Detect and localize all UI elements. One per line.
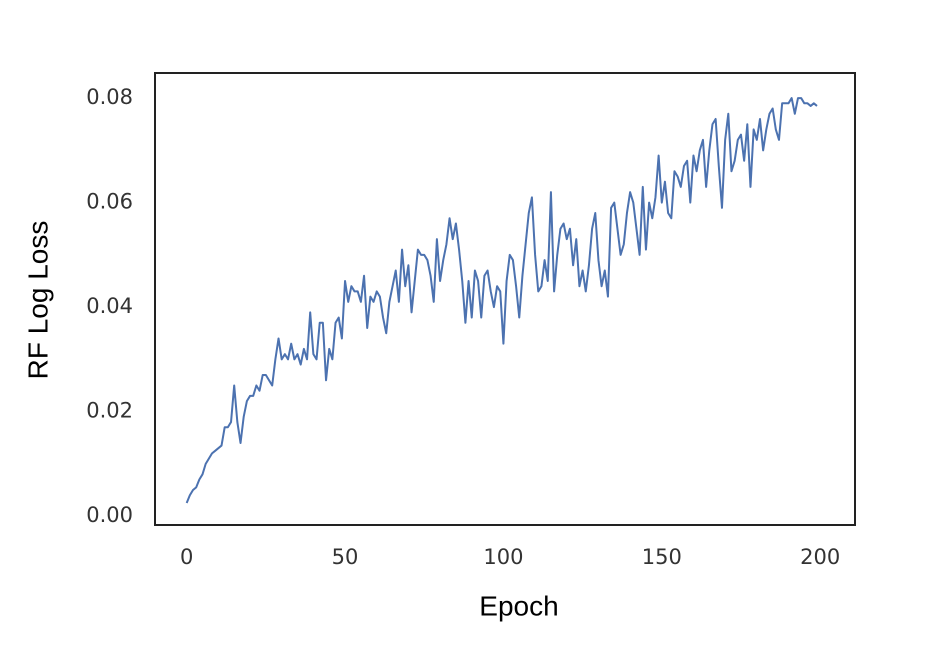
y-tick-label: 0.00 <box>86 503 133 527</box>
x-tick-label: 0 <box>180 545 193 569</box>
x-tick-label: 200 <box>800 545 840 569</box>
x-tick-label: 50 <box>332 545 359 569</box>
data-line <box>185 97 818 504</box>
x-axis-label: Epoch <box>479 590 558 621</box>
x-tick-label: 100 <box>483 545 523 569</box>
y-tick-label: 0.08 <box>86 85 133 109</box>
plot-frame <box>154 72 856 526</box>
y-tick-label: 0.04 <box>86 294 133 318</box>
x-tick-label: 150 <box>642 545 682 569</box>
y-tick-label: 0.02 <box>86 399 133 423</box>
y-axis-label: RF Log Loss <box>22 221 53 380</box>
y-tick-label: 0.06 <box>86 190 133 214</box>
